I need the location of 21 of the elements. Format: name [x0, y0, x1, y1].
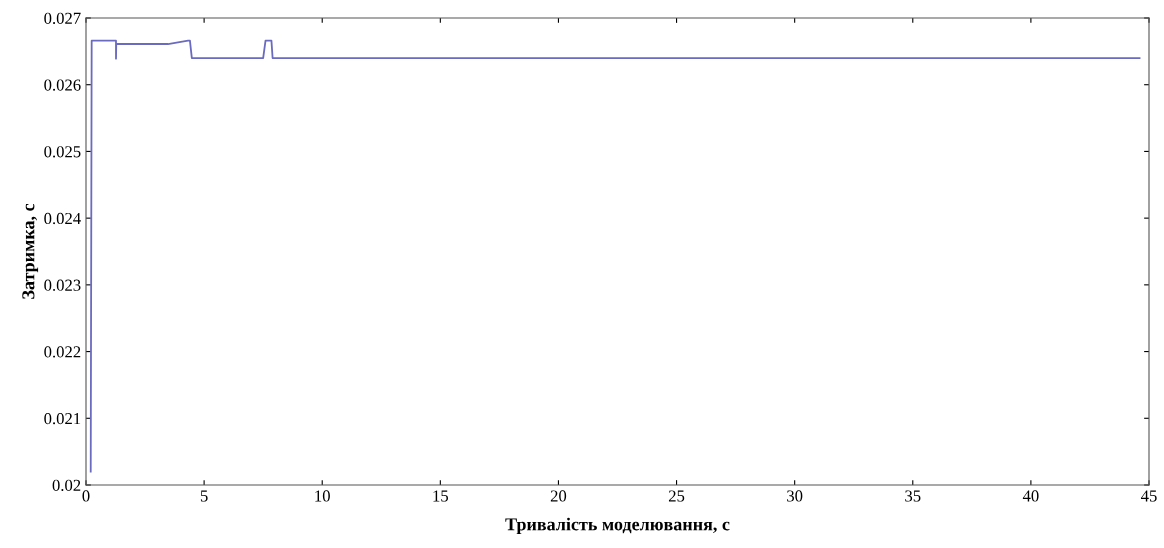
x-tick-label: 0 [82, 490, 90, 502]
x-axis-title: Тривалість моделювання, с [505, 517, 730, 535]
y-tick-label: 0.027 [44, 12, 81, 25]
x-tick-label: 10 [315, 490, 330, 502]
x-tick-label: 35 [905, 490, 921, 502]
y-axis-title: Затримка, с [22, 203, 39, 299]
y-tick-label: 0.024 [44, 212, 81, 225]
x-tick-label: 30 [787, 490, 803, 502]
x-tick-label: 20 [550, 490, 567, 502]
y-tick-label: 0.025 [44, 146, 81, 158]
y-tick-label: 0.023 [44, 279, 81, 291]
y-tick-label: 0.022 [44, 346, 81, 358]
y-tick-label: 0.02 [52, 479, 81, 492]
x-tick-label: 5 [200, 490, 208, 502]
x-tick-label: 25 [668, 490, 685, 502]
x-tick-label: 15 [433, 490, 449, 502]
x-tick-label: 45 [1140, 490, 1157, 502]
x-tick-label: 40 [1022, 490, 1039, 502]
line-series [89, 39, 1141, 473]
y-tick-label: 0.026 [44, 79, 81, 91]
y-tick-label: 0.021 [44, 412, 81, 425]
